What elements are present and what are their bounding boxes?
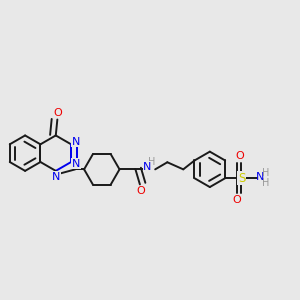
Text: O: O [236,151,244,161]
Text: N: N [72,137,80,147]
Text: H: H [262,167,269,178]
Text: H: H [262,178,269,188]
Text: O: O [53,108,62,118]
Text: N: N [143,161,152,172]
Text: N: N [256,172,265,182]
Text: H: H [148,158,155,167]
Text: O: O [232,195,241,205]
Text: S: S [238,172,245,185]
Text: N: N [52,172,61,182]
Text: N: N [72,159,80,169]
Text: O: O [137,186,146,197]
